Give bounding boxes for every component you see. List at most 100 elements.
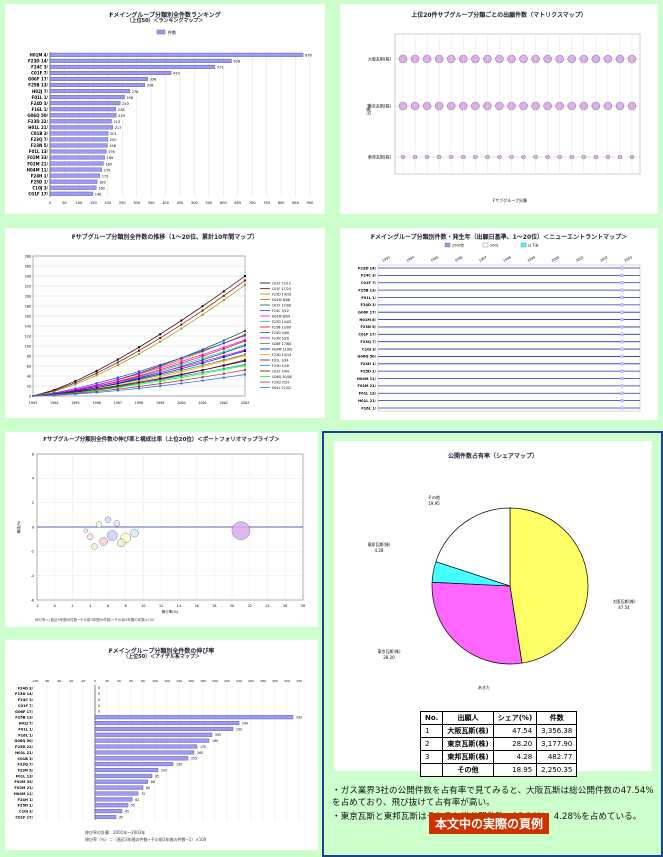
entrant-marker	[620, 325, 624, 329]
value-label: 170	[200, 745, 206, 749]
series-marker	[138, 383, 140, 386]
series-marker	[53, 390, 56, 393]
series-marker	[201, 364, 204, 367]
y-tick-label: 40	[27, 375, 31, 379]
x-tick-label: -20	[81, 679, 86, 683]
value-label: 240	[242, 721, 248, 725]
x-tick-label: 10	[141, 604, 145, 608]
series-marker	[180, 366, 183, 369]
category-label: H01L 21/	[28, 125, 48, 130]
series-marker	[159, 340, 162, 343]
category-label: F01L 1/	[361, 296, 376, 300]
series-marker	[180, 367, 183, 370]
series-marker	[116, 361, 119, 364]
trend-chart: 2802602402202001801601401201008060402001…	[25, 255, 292, 406]
bubble-chart-footer: 伸び率＝(直近3年間の件数−その前3年間の件数)÷その前3年間の件数×100	[35, 618, 155, 622]
series-marker	[159, 378, 162, 381]
y-axis-label: 出願人	[365, 103, 371, 115]
ranking-chart-panel: Fメイングループ分類別全件数ランキング （上位50）＜ランキングマップ＞ 件数 0…	[5, 4, 325, 214]
x-tick-label: 60	[129, 679, 133, 683]
series-marker	[116, 376, 119, 379]
table-cell: 28.20	[492, 737, 538, 751]
category-label: C10J 3/	[19, 810, 34, 814]
bar	[49, 161, 104, 166]
ranking-chart: 件数 0 50 100 150 200 250 300 350 400 450 500 550 600 65…	[27, 29, 314, 205]
series-marker	[222, 346, 225, 349]
series-marker	[222, 339, 225, 342]
series-marker	[201, 362, 204, 365]
series-marker	[244, 340, 246, 342]
series-marker	[201, 371, 204, 374]
series-marker	[180, 375, 183, 378]
category-label: F16L 1/	[361, 406, 376, 410]
series-marker	[180, 379, 183, 382]
bar	[94, 726, 234, 731]
entrant-marker	[620, 332, 624, 337]
series-marker	[244, 364, 246, 367]
category-label: F24H 1/	[17, 798, 33, 802]
x-tick-label: 22	[248, 604, 252, 608]
bar	[49, 125, 113, 130]
bar	[49, 143, 108, 148]
bubble	[99, 537, 108, 546]
series-marker	[159, 374, 162, 377]
bubble	[231, 521, 251, 540]
legend-label: F23D 14/14	[272, 353, 291, 357]
row-label: 東京瓦斯(株)	[368, 103, 392, 109]
category-label: F23D 22/	[15, 745, 34, 749]
x-tick-label: 200	[104, 201, 111, 205]
y-axis-label: 構成(%)	[16, 520, 21, 534]
category-label: F25D 1/	[31, 179, 49, 184]
series-marker	[74, 383, 77, 386]
x-tick-label: 2	[71, 604, 73, 608]
x-tick-label: 1993	[382, 255, 391, 263]
entrant-chart: 2000年 2001 以下全 1993 1994 1995 1996 1997 1998 1999…	[357, 243, 641, 412]
category-label: F23Q 7/	[360, 340, 376, 344]
y-tick-label: 2	[32, 501, 34, 505]
x-tick-label: -2	[35, 604, 38, 608]
table-cell: 2	[419, 737, 444, 751]
entrant-marker	[620, 398, 624, 403]
entrant-marker	[620, 310, 624, 314]
x-tick-label: 340	[296, 679, 302, 683]
x-axis-label: 伸び率(%)	[162, 609, 179, 614]
series-marker	[138, 376, 140, 379]
category-label: C01B 3/	[31, 131, 49, 136]
x-tick-label: 1999	[527, 255, 536, 263]
value-label: 80	[146, 786, 150, 790]
x-tick-label: 800	[278, 201, 285, 205]
series-marker	[74, 387, 77, 390]
bar	[94, 744, 198, 749]
x-tick-label: 260	[248, 679, 254, 683]
bar	[49, 167, 102, 172]
x-tick-label: 550	[206, 201, 213, 205]
series-marker	[116, 364, 119, 367]
slice-value-label: 19.95	[428, 501, 440, 506]
series-marker	[180, 373, 183, 376]
x-tick-label: 400	[162, 201, 169, 205]
value-label: 130	[176, 763, 182, 767]
series-marker	[244, 354, 246, 357]
entrant-marker	[620, 303, 624, 307]
bar	[49, 64, 216, 69]
series-marker	[95, 369, 98, 372]
matrix-chart-panel: 上位20件サブグループ分類ごとの出願件数（マトリクスマップ） 大阪瓦斯(株) 東京…	[340, 4, 658, 214]
category-label: F24D 3/	[31, 101, 49, 106]
value-label: 163	[99, 180, 106, 184]
y-tick-label: 220	[25, 285, 31, 289]
share-table-header: No. 出願人 シェア(%) 件数	[419, 711, 578, 725]
bubble-chart-title: Fサブグループ分類別全件数の伸び率と構成比率（上位20位）＜ポートフォリオマップ…	[43, 437, 280, 443]
category-label: H04M 11/	[27, 167, 49, 172]
y-tick-label: 100	[25, 345, 31, 349]
y-tick-label: 0	[29, 395, 31, 399]
bar	[94, 762, 174, 767]
bar	[49, 191, 93, 196]
category-label: F02M 21/	[357, 384, 376, 388]
series-marker	[138, 349, 140, 352]
value-label: 0	[98, 698, 100, 702]
category-label: F24H 1/	[360, 362, 376, 366]
value-label: 148	[95, 192, 102, 196]
category-label: F25B 13/	[28, 83, 48, 88]
value-label: 229	[118, 114, 125, 118]
series-marker	[201, 313, 204, 316]
